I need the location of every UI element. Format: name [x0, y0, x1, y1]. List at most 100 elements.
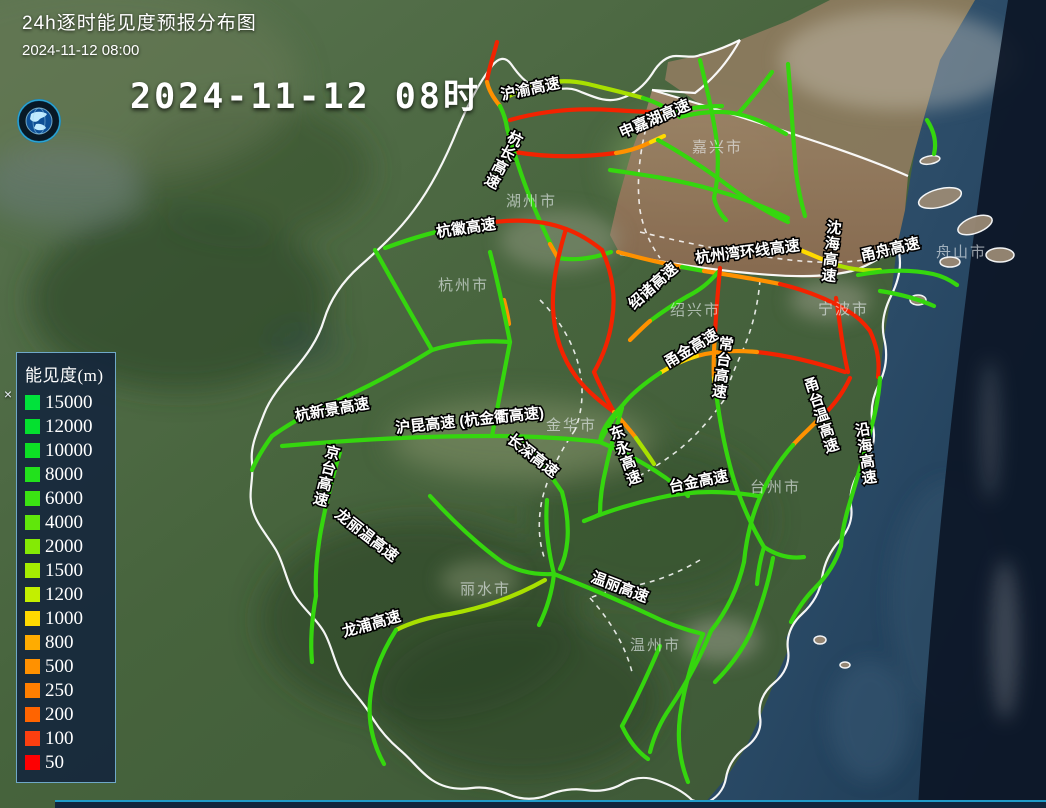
highway-segment [712, 265, 723, 337]
highway-segment [838, 375, 883, 549]
highway-segment [544, 497, 557, 577]
highway-segment [269, 347, 435, 439]
highway-segment [557, 489, 570, 572]
legend-row: 1200 [25, 582, 115, 606]
highway-segment [427, 493, 557, 577]
highway-segment [597, 405, 625, 517]
city-label: 舟山市 [936, 244, 987, 261]
highway-segment [647, 293, 691, 324]
title-block: 24h逐时能见度预报分布图 2024-11-12 08:00 [22, 8, 257, 59]
highway-segment [367, 627, 399, 767]
highways-layer [249, 39, 960, 785]
highway-segment [555, 249, 614, 262]
overlay-datetime: 2024-11-12 08时 [130, 77, 481, 117]
highway-segment [313, 449, 343, 599]
highway-segment [640, 95, 683, 120]
legend-value: 12000 [45, 415, 93, 437]
highway-segment [797, 247, 843, 269]
highway-segment [790, 419, 819, 448]
legend-value: 250 [45, 679, 74, 701]
highway-segment [309, 593, 319, 665]
legend-collapse-button[interactable]: × [3, 386, 13, 402]
province-boundary-north [456, 39, 741, 129]
highway-segment [619, 643, 663, 729]
highway-segment [657, 353, 700, 376]
legend-row: 4000 [25, 510, 115, 534]
legend-value: 6000 [45, 487, 83, 509]
timeline-bar[interactable] [55, 800, 1046, 808]
highway-segment [607, 167, 791, 221]
highway-segment [249, 433, 275, 473]
city-label: 湖州市 [506, 193, 557, 210]
legend-swatch [25, 418, 40, 434]
highway-segment [813, 375, 853, 425]
legend-row: 10000 [25, 438, 115, 462]
highway-segment [711, 375, 719, 395]
globe-button[interactable] [16, 98, 62, 144]
highway-segment [694, 348, 760, 359]
city-label: 宁波市 [818, 301, 869, 318]
highway-segment [754, 544, 767, 587]
highway-segment [711, 195, 729, 223]
highway-segment [536, 571, 557, 628]
highway-segment [372, 247, 435, 353]
highway-segment [507, 107, 661, 123]
highway-label: 京台高速 [311, 442, 342, 510]
legend-row: 1000 [25, 606, 115, 630]
legend-row: 200 [25, 702, 115, 726]
city-label: 丽水市 [460, 581, 511, 598]
highway-segment [550, 226, 617, 415]
highway-segment [711, 331, 718, 381]
highway-segment [679, 264, 707, 274]
highway-segment [581, 511, 603, 524]
highway-label: 沈海高速 [821, 218, 843, 285]
highway-segment [671, 103, 725, 114]
highway-segment [655, 108, 677, 115]
highway-segment [279, 433, 603, 449]
highway-segment [591, 247, 616, 375]
legend-swatch [25, 682, 40, 698]
legend-value: 1200 [45, 583, 83, 605]
highway-segment [713, 389, 767, 550]
city-label: 绍兴市 [670, 302, 721, 319]
legend-row: 250 [25, 678, 115, 702]
highway-label: 常台高速 [711, 334, 735, 401]
highway-segment [777, 281, 873, 334]
highway-segment [924, 117, 938, 157]
legend-swatch [25, 634, 40, 650]
legend-swatch [25, 442, 40, 458]
legend-items: 15000 12000 10000 8000 6000 4000 2000 1500 1200 1… [25, 390, 115, 774]
highway-segment [833, 295, 851, 375]
highway-label: 沿海高速 [854, 421, 878, 487]
highway-segment [676, 631, 706, 785]
highway-segment [382, 222, 471, 251]
legend-row: 1500 [25, 558, 115, 582]
highway-segment [613, 139, 654, 156]
highway-segment [563, 226, 605, 253]
highway-segment [615, 249, 685, 270]
legend-row: 500 [25, 654, 115, 678]
legend-value: 200 [45, 703, 74, 725]
legend-row: 100 [25, 726, 115, 750]
legend-value: 50 [45, 751, 64, 773]
highway-segment [708, 559, 747, 634]
legend-row: 12000 [25, 414, 115, 438]
forecast-timestamp: 2024-11-12 08:00 [22, 42, 140, 59]
legend-value: 10000 [45, 439, 93, 461]
highway-segment [701, 268, 783, 287]
highway-segment [484, 39, 500, 85]
highway-segment [581, 489, 761, 524]
highway-segment [551, 571, 706, 637]
highway-segment [647, 628, 714, 755]
highway-segment [597, 439, 691, 499]
highway-segment [506, 79, 646, 101]
legend-value: 4000 [45, 511, 83, 533]
legend-swatch [25, 562, 40, 578]
highway-segment [761, 544, 807, 560]
city-label: 金华市 [546, 417, 597, 434]
legend-value: 15000 [45, 391, 93, 413]
visibility-legend: 能见度(m) 15000 12000 10000 8000 6000 4000 2000 15… [16, 352, 116, 783]
highway-segment [501, 297, 512, 327]
